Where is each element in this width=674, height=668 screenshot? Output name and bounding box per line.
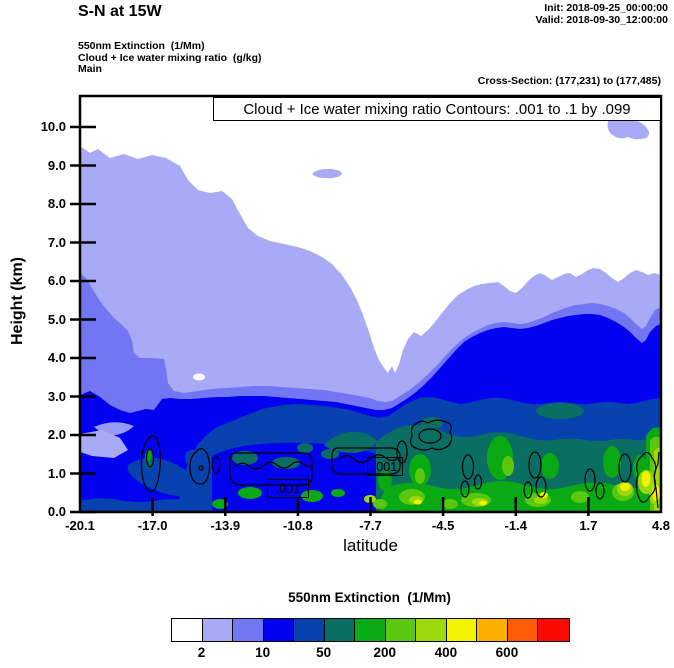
contour-label-box: .001: [367, 457, 403, 476]
y-tick-label: 0.0: [47, 504, 66, 519]
y-tick-label: 4.0: [47, 350, 66, 365]
x-tick-label: -7.7: [359, 518, 382, 533]
y-tick-marks: [70, 125, 96, 514]
y-tick-label: 10.0: [40, 119, 66, 134]
init-time: Init: 2018-09-25_00:00:00: [544, 2, 668, 14]
x-tick-label: -20.1: [65, 518, 95, 533]
page-title: S-N at 15W: [78, 3, 162, 20]
y-tick-label: 8.0: [47, 196, 66, 211]
contour-label: .001: [372, 459, 398, 474]
legend-cell: [324, 619, 356, 641]
y-tick-label: 5.0: [47, 311, 66, 327]
legend-cell: [416, 619, 447, 641]
contour-title-box: Cloud + Ice water mixing ratio Contours:…: [213, 97, 661, 121]
y-tick-label: 3.0: [47, 388, 66, 404]
legend-tick-label: 2: [197, 645, 206, 660]
x-tick-label: -13.9: [210, 518, 241, 533]
mixing-ratio-contours: [140, 419, 660, 509]
x-tick-label: 4.8: [651, 518, 671, 533]
legend-tick-label: 200: [373, 645, 397, 660]
y-axis-label: Height (km): [9, 257, 26, 345]
cross-section-info: Cross-Section: (177,231) to (177,485): [477, 75, 661, 87]
x-tick-label: -10.8: [283, 518, 313, 533]
x-tick-label: -4.5: [431, 518, 455, 533]
x-tick-label: 1.7: [579, 518, 598, 533]
legend-tick-label: 10: [255, 645, 271, 660]
run-times: Init: 2018-09-25_00:00:00 Valid: 2018-09…: [535, 2, 668, 26]
contour-title: Cloud + Ice water mixing ratio Contours:…: [243, 100, 631, 118]
field-extinction: 550nm Extinction (1/Mm): [78, 40, 205, 52]
contour-label-box: .001: [267, 479, 309, 498]
y-tick-label: 9.0: [47, 157, 66, 173]
legend-tick-label: 400: [434, 645, 458, 660]
y-tick-label: 2.0: [47, 427, 66, 442]
field-list: 550nm Extinction (1/Mm) Cloud + Ice wate…: [78, 40, 262, 76]
x-tick-label: -1.4: [504, 518, 527, 533]
legend-cell: [477, 619, 508, 641]
x-tick-marks: [151, 497, 590, 516]
x-axis-label: latitude: [343, 536, 398, 555]
x-tick-label: -17.0: [137, 518, 168, 533]
legend-cell: [355, 619, 386, 641]
legend-cell: [263, 619, 295, 641]
legend-tick-label: 50: [316, 645, 332, 660]
contour-label: .001: [275, 481, 301, 496]
field-mixing-ratio: Cloud + Ice water mixing ratio (g/kg): [78, 51, 262, 64]
y-tick-label: 7.0: [47, 234, 66, 250]
legend-cell: [172, 619, 203, 641]
legend-cell: [233, 619, 264, 641]
legend-cell: [507, 619, 539, 641]
legend-cell: [538, 619, 569, 641]
legend-cell: [385, 619, 417, 641]
y-tick-label: 1.0: [47, 465, 66, 481]
valid-time: Valid: 2018-09-30_12:00:00: [535, 14, 668, 26]
legend-cell: [294, 619, 325, 641]
legend-title: 550nm Extinction (1/Mm): [288, 590, 451, 605]
legend-tick-label: 600: [495, 645, 519, 660]
legend-colorbar: [171, 618, 570, 642]
y-tick-label: 6.0: [47, 273, 66, 288]
legend-cell: [202, 619, 234, 641]
field-domain: Main: [78, 63, 102, 75]
legend-cell: [446, 619, 478, 641]
